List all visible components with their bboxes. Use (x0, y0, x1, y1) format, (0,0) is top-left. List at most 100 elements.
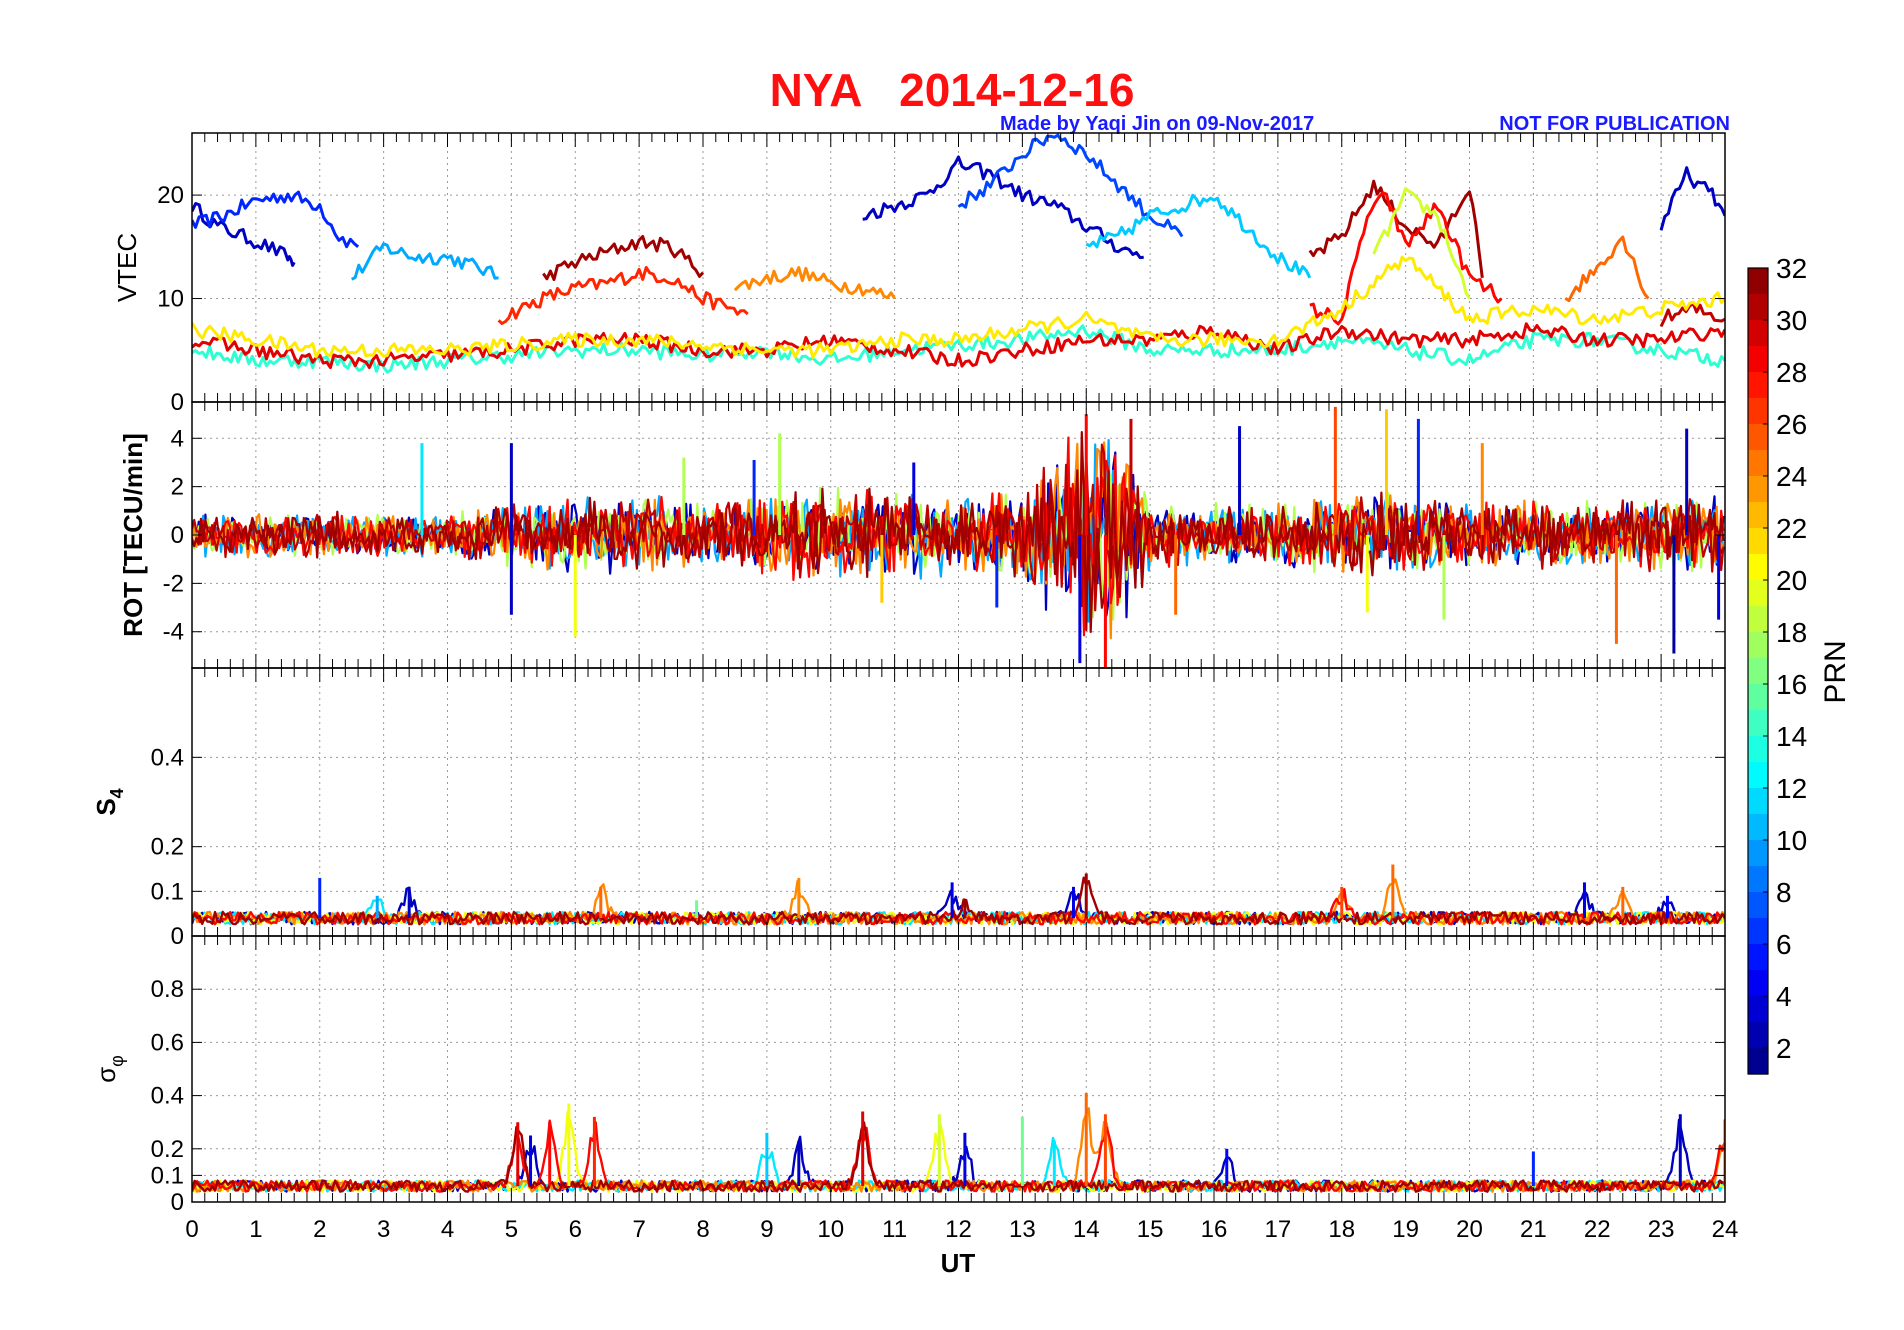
colorbar-tick-label: 2 (1776, 1033, 1792, 1064)
colorbar-bin (1748, 762, 1768, 789)
x-tick-label: 10 (817, 1216, 844, 1243)
x-tick-label: 7 (632, 1216, 645, 1243)
y-tick-label-s4: 0.2 (151, 834, 184, 861)
colorbar-bin (1748, 970, 1768, 997)
x-tick-label: 2 (313, 1216, 326, 1243)
x-tick-label: 3 (377, 1216, 390, 1243)
vtec-line-prn27 (497, 266, 749, 325)
colorbar-bin (1748, 320, 1768, 347)
colorbar-bin (1748, 424, 1768, 451)
colorbar-bin (1748, 814, 1768, 841)
x-tick-label: 13 (1009, 1216, 1036, 1243)
figure-title: NYA 2014-12-16 (770, 64, 1135, 116)
y-tick-label-rot: -4 (163, 619, 184, 646)
panel-s4: 0 0.1 0.2 0.4 S4 (91, 667, 1726, 950)
y-tick-label-sigma_phi: 0.1 (151, 1162, 184, 1189)
y-tick-label-rot: 4 (171, 425, 184, 452)
colorbar-bin (1748, 684, 1768, 711)
colorbar-bin (1748, 268, 1768, 295)
colorbar-bin (1748, 580, 1768, 607)
colorbar-bin (1748, 710, 1768, 737)
colorbar-bin (1748, 918, 1768, 945)
x-tick-label: 14 (1073, 1216, 1100, 1243)
colorbar-bin (1748, 1048, 1768, 1075)
grid-vtec (192, 133, 1725, 402)
vtec-line-prn19 (1372, 187, 1471, 300)
colorbar-bin (1748, 372, 1768, 399)
panel-rot: -4 -2 0 2 4 ROT [TECU/min] (118, 401, 1726, 669)
x-axis: 0 1 2 3 4 5 6 7 8 9 10 11 12 13 14 15 16 17 18 19 20 21 22 23 24 (185, 1216, 1738, 1243)
colorbar-bin (1748, 840, 1768, 867)
colorbar-tick-label: 28 (1776, 357, 1807, 388)
colorbar-bin (1748, 502, 1768, 529)
grid-s4 (192, 668, 1725, 936)
x-tick-label: 1 (249, 1216, 262, 1243)
rot-trace-prn31 (192, 431, 1725, 634)
x-tick-label: 22 (1584, 1216, 1611, 1243)
y-tick-label-vtec: 0 (171, 389, 184, 416)
colorbar-bin (1748, 398, 1768, 425)
x-tick-label: 9 (760, 1216, 773, 1243)
minor-ticks-sigma_phi (191, 936, 1726, 1202)
y-tick-label-sigma_phi: 0.6 (151, 1029, 184, 1056)
vtec-line-prn31 (542, 235, 705, 281)
x-tick-label: 16 (1201, 1216, 1228, 1243)
x-tick-label: 11 (882, 1216, 907, 1243)
series-vtec (192, 133, 1725, 374)
colorbar-bin (1748, 476, 1768, 503)
colorbar-bin (1748, 1022, 1768, 1049)
colorbar-tick-label: 30 (1776, 305, 1807, 336)
x-tick-label: 12 (945, 1216, 972, 1243)
minor-ticks-s4 (191, 668, 1726, 936)
y-tick-label-rot: 0 (171, 522, 184, 549)
vtec-line-prn10 (351, 242, 499, 281)
colorbar-tick-label: 22 (1776, 513, 1807, 544)
grid-sigma_phi (192, 936, 1725, 1202)
y-tick-label-sigma_phi: 0.4 (151, 1083, 184, 1110)
panel-vtec: 0 10 20 VTEC (112, 132, 1726, 416)
y-tick-label-sigma_phi: 0 (171, 1189, 184, 1216)
figure-notice: NOT FOR PUBLICATION (1499, 113, 1730, 135)
colorbar-tick-label: 10 (1776, 825, 1807, 856)
colorbar-bin (1748, 892, 1768, 919)
x-tick-label: 15 (1137, 1216, 1164, 1243)
x-tick-label: 18 (1328, 1216, 1355, 1243)
colorbar-bin (1748, 788, 1768, 815)
x-tick-label: 20 (1456, 1216, 1483, 1243)
colorbar-bin (1748, 944, 1768, 971)
colorbar-tick-label: 18 (1776, 617, 1807, 648)
colorbar-bin (1748, 736, 1768, 763)
y-tick-label-sigma_phi: 0.2 (151, 1136, 184, 1163)
colorbar-bin (1748, 606, 1768, 633)
colorbar-tick-label: 6 (1776, 929, 1792, 960)
vtec-line-prn30 (1659, 301, 1725, 328)
colorbar-bin (1748, 450, 1768, 477)
y-axis-label-sigma-phi: σφ (91, 1055, 127, 1083)
x-tick-label: 4 (441, 1216, 454, 1243)
x-axis-label: UT (941, 1248, 976, 1278)
panel-sigma_phi: 00.10.2 0.4 0.6 0.8 σφ (91, 935, 1726, 1216)
vtec-line-prn3 (192, 202, 296, 267)
colorbar-tick-label: 20 (1776, 565, 1807, 596)
minor-ticks-vtec (191, 133, 1726, 402)
colorbar-tick-label: 26 (1776, 409, 1807, 440)
x-tick-label: 8 (696, 1216, 709, 1243)
x-tick-label: 23 (1648, 1216, 1675, 1243)
vtec-line-prn6 (192, 190, 360, 249)
x-tick-label: 24 (1712, 1216, 1739, 1243)
vtec-line-prn24 (733, 266, 896, 300)
colorbar-bin (1748, 996, 1768, 1023)
vtec-line-prn11 (1085, 193, 1312, 279)
y-axis-label-rot: ROT [TECU/min] (118, 433, 148, 637)
y-axis-label-vtec: VTEC (112, 233, 142, 302)
y-tick-label-rot: 2 (171, 474, 184, 501)
x-tick-label: 0 (185, 1216, 198, 1243)
vtec-line-prn3 (862, 155, 1144, 260)
sigma_phi-trace-prn24 (192, 1107, 1725, 1193)
figure-credit: Made by Yaqi Jin on 09-Nov-2017 (1000, 113, 1314, 135)
colorbar-bin (1748, 658, 1768, 685)
y-tick-label-s4: 0.4 (151, 744, 184, 771)
vtec-line-prn28 (1309, 191, 1503, 326)
